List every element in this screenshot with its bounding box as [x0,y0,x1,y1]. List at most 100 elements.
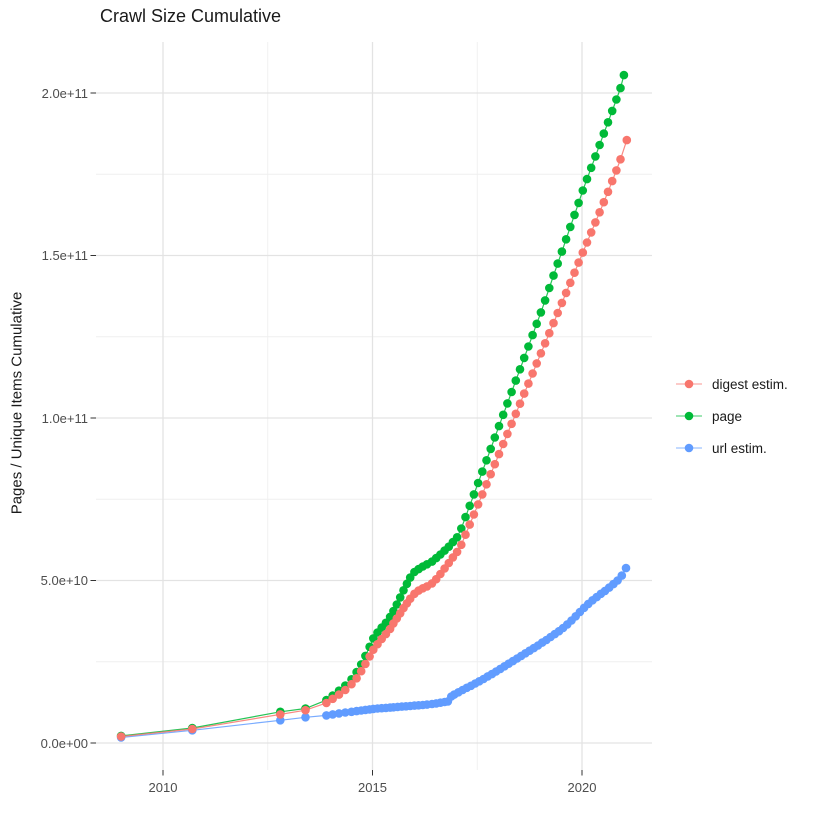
data-point [607,176,617,186]
data-point [507,387,516,397]
data-point [515,399,525,409]
data-point [503,399,512,408]
data-point [566,222,575,232]
data-point [399,586,408,595]
data-point [301,713,310,722]
data-point [540,339,550,348]
data-point [561,288,571,298]
data-point [511,376,521,385]
x-tick-label: 2020 [567,780,597,795]
legend-item-url: url estim. [674,432,788,464]
legend-key-url-icon [676,443,702,453]
data-point [591,152,600,161]
data-point [553,259,562,268]
data-point [276,710,285,719]
data-point [469,510,479,519]
data-point [549,271,558,280]
data-point [328,694,338,704]
data-point [519,389,529,398]
data-point [528,369,537,378]
data-point [549,318,558,328]
data-point [498,439,508,449]
data-point [276,716,285,725]
data-point [566,278,575,288]
data-point [457,540,466,550]
data-point [617,571,627,580]
data-point [490,459,500,469]
data-point [616,155,625,164]
data-point [465,501,475,511]
data-point [473,478,483,488]
data-point [553,308,562,318]
data-point [473,500,483,509]
y-tick-label: 1.0e+11 [41,410,88,426]
data-point [545,328,554,338]
data-point [328,710,338,719]
grid-major [96,42,652,770]
y-tick-label: 0.0e+00 [40,735,88,751]
data-point [116,732,126,741]
data-point [486,469,496,479]
data-point [561,235,571,244]
data-point [532,319,541,329]
data-point [389,606,398,616]
series-digest-estim- [116,135,632,741]
data-point [612,95,621,104]
data-point [334,709,344,718]
data-point [574,258,583,267]
data-point [334,690,344,699]
data-point [490,433,500,442]
data-point [478,467,487,476]
data-point [595,208,604,217]
data-point [578,186,588,195]
legend-label-digest: digest estim. [712,376,788,392]
data-point [469,490,479,499]
data-point [603,118,613,127]
data-point [519,353,529,363]
data-point [557,298,567,308]
grid-minor [96,42,652,770]
data-point [322,711,331,720]
legend-item-page: page [674,400,788,432]
data-point [498,410,508,420]
data-point [188,724,197,734]
data-point [582,238,592,247]
data-point [465,520,475,529]
data-point [603,187,613,197]
data-point [515,365,525,374]
data-point [478,490,487,499]
data-point [461,512,470,522]
y-axis-title: Pages / Unique Items Cumulative [8,291,26,515]
data-point [365,652,374,661]
data-point [536,308,546,317]
data-point [599,197,609,207]
data-point [341,708,350,717]
data-point [356,666,366,676]
data-point [524,342,533,351]
data-point [599,129,609,138]
data-point [494,421,504,431]
data-point [595,140,604,150]
data-point [586,228,596,237]
legend-label-url: url estim. [712,440,767,456]
data-point [503,429,512,439]
data-point [352,674,361,683]
y-tick-label: 1.5e+11 [41,248,88,263]
data-point [347,679,356,689]
data-point [621,563,631,573]
series-url-estim- [116,563,631,742]
data-point [486,444,496,454]
axis-ticks [90,92,583,776]
legend: digest estim. page url estim. [674,368,788,464]
data-point [511,409,521,419]
data-point [361,659,370,669]
data-point [322,698,331,708]
data-point [570,268,579,278]
data-point [616,83,625,93]
data-point [545,283,554,293]
data-point [582,174,592,184]
data-point [557,247,567,256]
y-tick-label: 5.0e+10 [40,573,88,588]
data-point [578,248,588,257]
